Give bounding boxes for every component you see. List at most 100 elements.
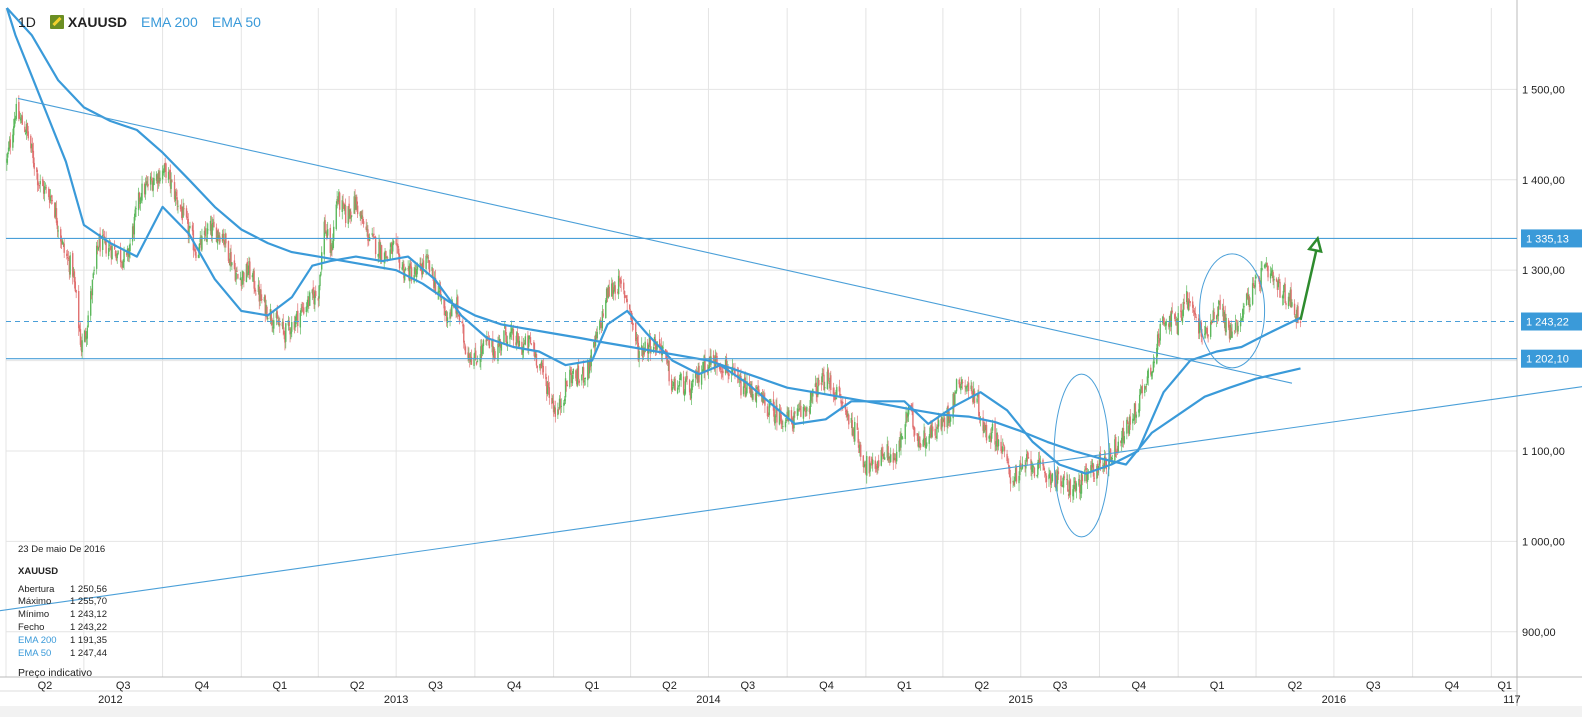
candle-body	[960, 386, 962, 391]
candle-body	[990, 435, 992, 442]
candle-body	[744, 377, 746, 397]
candle-body	[823, 374, 825, 391]
candle-body	[1279, 281, 1281, 298]
candle-body	[335, 204, 337, 230]
ema200-label[interactable]: EMA 200	[141, 14, 198, 30]
candle-body	[1009, 477, 1012, 484]
candle-body	[804, 407, 806, 411]
candle-body	[374, 236, 377, 255]
candle-body	[635, 337, 638, 339]
candle-body	[266, 306, 268, 319]
candle-body	[523, 342, 526, 345]
candle-body	[1194, 312, 1196, 316]
candle-body	[912, 409, 914, 428]
candle-body	[857, 431, 859, 443]
candle-body	[964, 385, 966, 388]
candle-body	[407, 268, 409, 270]
x-tick-label: Q1	[585, 680, 600, 692]
candle-body	[179, 204, 182, 210]
info-row-value: 1 255,70	[70, 596, 107, 608]
candle-body	[230, 252, 232, 266]
candle-body	[919, 436, 921, 446]
candle-body	[1213, 311, 1215, 320]
candle-body	[971, 385, 973, 394]
candle-body	[1115, 451, 1118, 453]
candle-body	[1150, 372, 1153, 377]
candle-body	[1206, 327, 1208, 336]
candle-body	[419, 263, 421, 265]
info-row-label: EMA 50	[18, 647, 52, 659]
candle-body	[558, 408, 560, 411]
candle-body	[612, 290, 615, 294]
candle-body	[978, 393, 980, 417]
candle-body	[713, 360, 716, 370]
candle-body	[415, 270, 417, 275]
candle-body	[618, 278, 621, 281]
candle-body	[174, 191, 177, 201]
candle-body	[1285, 303, 1287, 306]
candle-body	[571, 375, 574, 384]
candle-body	[7, 153, 9, 158]
candle-body	[169, 169, 171, 187]
candle-body	[847, 414, 849, 417]
candle-body	[836, 387, 838, 397]
candle-body	[80, 342, 82, 351]
candle-body	[1127, 425, 1130, 434]
candle-body	[1153, 361, 1155, 364]
candle-body	[78, 326, 81, 332]
candle-body	[132, 226, 135, 235]
candle-body	[931, 428, 933, 437]
candle-body	[602, 313, 604, 317]
candle-body	[1175, 319, 1178, 321]
candle-body	[872, 459, 874, 465]
candle-body	[440, 298, 443, 300]
candle-body	[317, 298, 319, 301]
level-badge	[1521, 349, 1582, 368]
candle-body	[319, 274, 321, 286]
candle-body	[207, 229, 209, 231]
candle-body	[433, 277, 436, 287]
candle-body	[1123, 436, 1125, 444]
candle-body	[1090, 465, 1092, 472]
candle-body	[876, 465, 878, 470]
candle-body	[961, 381, 964, 383]
x-tick-label: Q3	[740, 680, 755, 692]
candle-body	[1048, 474, 1050, 480]
candle-body	[281, 322, 284, 327]
candle-body	[177, 205, 179, 207]
candle-body	[206, 228, 208, 242]
candle-body	[398, 248, 400, 255]
candle-body	[1283, 284, 1285, 291]
candle-body	[913, 427, 916, 436]
candle-body	[434, 277, 437, 293]
candle-body	[50, 195, 53, 198]
candle-body	[270, 311, 272, 322]
candle-body	[1281, 295, 1284, 299]
candle-body	[149, 176, 152, 185]
candle-body	[446, 317, 449, 324]
candle-body	[716, 355, 718, 368]
candle-body	[68, 259, 71, 273]
ema50-label[interactable]: EMA 50	[211, 14, 261, 30]
candle-body	[852, 429, 854, 436]
indicative-price-note: Preço indicativo	[18, 667, 93, 679]
candle-body	[492, 338, 494, 356]
timeframe-label[interactable]: 1D	[18, 14, 36, 30]
candle-body	[260, 289, 262, 301]
candle-body	[664, 349, 667, 353]
candle-body	[1018, 475, 1020, 484]
candle-body	[966, 386, 968, 388]
candle-body	[700, 373, 703, 385]
candle-body	[30, 135, 32, 149]
candle-body	[727, 368, 729, 376]
candle-body	[98, 236, 100, 248]
symbol-label[interactable]: XAUUSD	[67, 14, 128, 30]
candle-body	[706, 371, 709, 373]
candle-body	[1072, 489, 1074, 497]
candle-body	[942, 419, 944, 422]
candle-body	[967, 382, 970, 391]
candle-body	[1002, 444, 1005, 446]
candle-body	[587, 359, 589, 381]
